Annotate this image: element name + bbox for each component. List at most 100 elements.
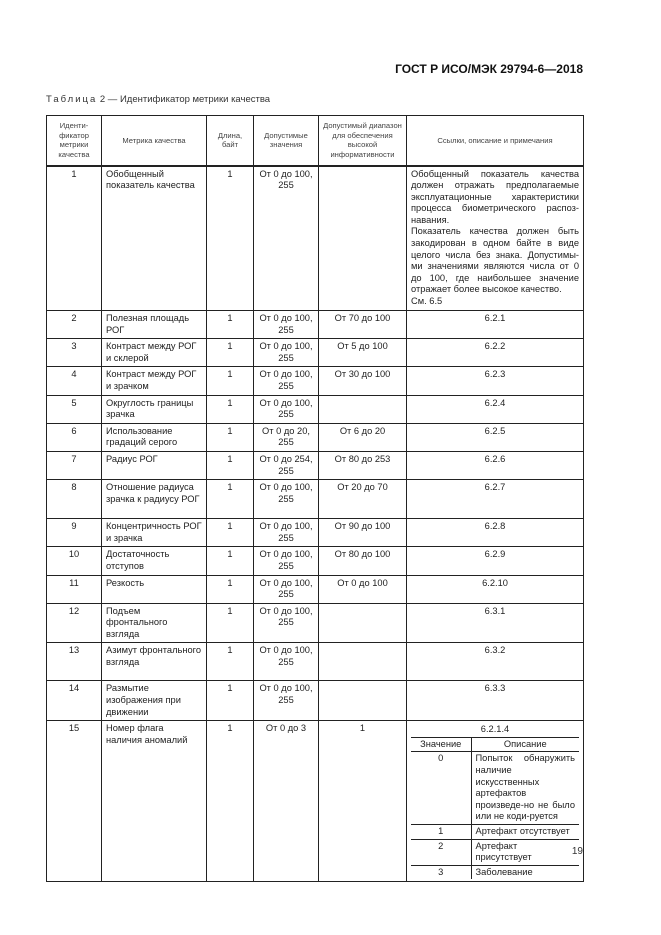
cell-id: 6	[46, 422, 102, 452]
cell-metric: Радиус РОГ	[101, 450, 207, 481]
cell-values: От 0 до 20, 255	[253, 422, 319, 452]
table-row: 15 Номер флага наличия аномалий 1 От 0 до 3…	[46, 720, 584, 883]
table-caption: Таблица 2 — Идентификатор метрики качест…	[46, 94, 270, 105]
sub-header-value: Значение	[411, 736, 472, 753]
page-number: 19	[571, 846, 583, 857]
cell-range: От 5 до 100	[318, 338, 407, 368]
cell-range: От 6 до 20	[318, 422, 407, 452]
sub-value: 0	[411, 751, 472, 825]
cell-values: От 0 до 254, 255	[253, 450, 319, 481]
table-row: 14 Размытие изображения при движении 1 От 0…	[46, 680, 584, 722]
table-row: 4 Контраст между РОГ и зрачком 1 От 0 до 10…	[46, 366, 584, 396]
sub-header-description: Описание	[471, 736, 579, 753]
cell-length: 1	[206, 366, 254, 396]
cell-range: От 30 до 100	[318, 366, 407, 396]
cell-values: От 0 до 100, 255	[253, 574, 319, 604]
ref-paragraph: См. 6.5	[411, 296, 443, 307]
sub-description: Заболевание	[471, 864, 579, 880]
cell-values: От 0 до 100, 255	[253, 309, 319, 340]
cell-reference: Обобщенный показатель качества должен от…	[406, 165, 584, 311]
cell-metric: Резкость	[101, 574, 207, 604]
quality-metric-table: Иденти-фикатор метрики качества Метрика …	[46, 115, 584, 883]
cell-range	[318, 680, 407, 722]
cell-values: От 0 до 100, 255	[253, 602, 319, 644]
cell-length: 1	[206, 518, 254, 548]
cell-id: 1	[46, 165, 102, 311]
cell-values: От 0 до 100, 255	[253, 680, 319, 722]
cell-metric: Округлость границы зрачка	[101, 394, 207, 424]
table-row: 12 Подъем фронтального взгляда 1 От 0 до 10…	[46, 602, 584, 644]
cell-metric: Размытие изображения при движении	[101, 680, 207, 722]
cell-metric: Обобщенный показатель качества	[101, 165, 207, 311]
cell-id: 7	[46, 450, 102, 481]
column-header: Допустимый диапазон для обеспечения высо…	[318, 115, 407, 167]
cell-metric: Использование градаций серого	[101, 422, 207, 452]
cell-range: От 20 до 70	[318, 479, 407, 520]
table-row: 3 Контраст между РОГ и склерой 1 От 0 до 10…	[46, 338, 584, 368]
cell-length: 1	[206, 479, 254, 520]
cell-length: 1	[206, 165, 254, 311]
cell-values: От 0 до 100, 255	[253, 518, 319, 548]
cell-length: 1	[206, 642, 254, 682]
sub-value: 1	[411, 824, 472, 840]
cell-reference: 6.2.4	[406, 394, 584, 424]
column-header: Ссылки, описание и примечания	[406, 115, 584, 167]
sub-row: 3 Заболевание	[411, 864, 579, 880]
cell-length: 1	[206, 680, 254, 722]
cell-id: 4	[46, 366, 102, 396]
table-row: 6 Использование градаций серого 1 От 0 до 2…	[46, 422, 584, 452]
cell-values: От 0 до 3	[253, 720, 319, 883]
ref-paragraph: Обобщенный показатель качества должен от…	[411, 168, 579, 225]
table-row: 7 Радиус РОГ 1 От 0 до 254, 255 От 80 до 253…	[46, 450, 584, 481]
cell-values: От 0 до 100, 255	[253, 546, 319, 576]
cell-reference: 6.3.2	[406, 642, 584, 682]
cell-reference: 6.2.6	[406, 450, 584, 481]
cell-metric: Азимут фронтального взгляда	[101, 642, 207, 682]
table-row: 9 Концентричность РОГ и зрачка 1 От 0 до 10…	[46, 518, 584, 548]
cell-values: От 0 до 100, 255	[253, 479, 319, 520]
cell-length: 1	[206, 602, 254, 644]
cell-id: 8	[46, 479, 102, 520]
cell-length: 1	[206, 574, 254, 604]
cell-id: 11	[46, 574, 102, 604]
cell-id: 14	[46, 680, 102, 722]
cell-metric: Номер флага наличия аномалий	[101, 720, 207, 883]
sub-row: 2 Артефакт присутствует	[411, 838, 579, 866]
cell-values: От 0 до 100, 255	[253, 394, 319, 424]
cell-range: От 90 до 100	[318, 518, 407, 548]
column-header: Допустимые значения	[253, 115, 319, 167]
cell-id: 3	[46, 338, 102, 368]
ref-paragraph: Показатель качества должен быть закодиро…	[411, 226, 579, 295]
cell-length: 1	[206, 309, 254, 340]
cell-reference: 6.2.1.4 Значение Описание 0 Попыток обнаружи…	[406, 720, 584, 883]
sub-description: Артефакт отсутствует	[471, 824, 579, 840]
cell-reference: 6.2.9	[406, 546, 584, 576]
sub-ref: 6.2.1.4	[480, 724, 510, 735]
cell-range	[318, 394, 407, 424]
cell-length: 1	[206, 422, 254, 452]
cell-id: 12	[46, 602, 102, 644]
table-row: 11 Резкость 1 От 0 до 100, 255 От 0 до 100 6.…	[46, 574, 584, 604]
cell-range	[318, 602, 407, 644]
cell-metric: Полезная площадь РОГ	[101, 309, 207, 340]
caption-text: 2 — Идентификатор метрики качества	[97, 94, 271, 105]
cell-metric: Достаточность отступов	[101, 546, 207, 576]
cell-metric: Отношение радиуса зрачка к радиусу РОГ	[101, 479, 207, 520]
sub-value: 2	[411, 838, 472, 866]
cell-reference: 6.3.1	[406, 602, 584, 644]
cell-range	[318, 165, 407, 311]
table-row: 2 Полезная площадь РОГ 1 От 0 до 100, 255 От…	[46, 309, 584, 340]
sub-description: Попыток обнаружить наличие искусственных…	[471, 751, 579, 825]
sub-value: 3	[411, 864, 472, 880]
table-header-row: Иденти-фикатор метрики качества Метрика …	[46, 115, 584, 167]
cell-length: 1	[206, 338, 254, 368]
table-row: 10 Достаточность отступов 1 От 0 до 100, 25…	[46, 546, 584, 576]
cell-reference: 6.2.7	[406, 479, 584, 520]
cell-range: От 80 до 100	[318, 546, 407, 576]
cell-metric: Подъем фронтального взгляда	[101, 602, 207, 644]
cell-id: 13	[46, 642, 102, 682]
column-header: Длина, байт	[206, 115, 254, 167]
cell-metric: Контраст между РОГ и склерой	[101, 338, 207, 368]
sub-description: Артефакт присутствует	[471, 838, 579, 866]
cell-reference: 6.2.10	[406, 574, 584, 604]
